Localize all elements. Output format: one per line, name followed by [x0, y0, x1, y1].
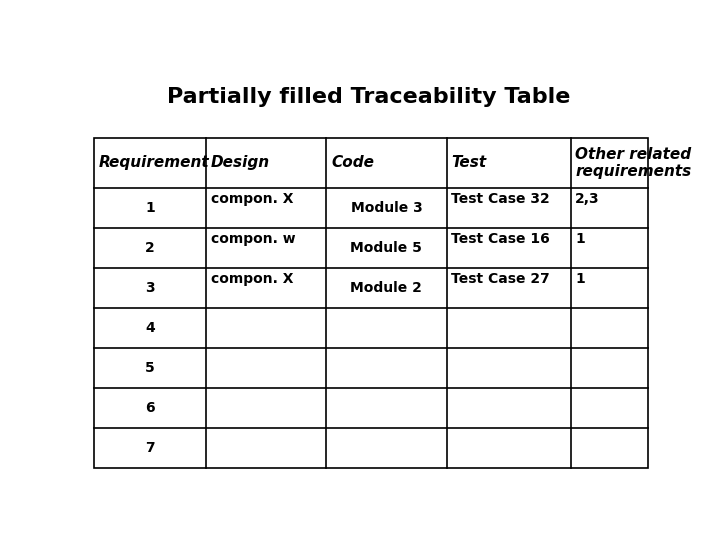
Text: 3: 3 — [145, 281, 155, 295]
Text: Requirement: Requirement — [99, 156, 209, 171]
Text: 7: 7 — [145, 441, 155, 455]
Text: Design: Design — [211, 156, 270, 171]
Text: Test Case 16: Test Case 16 — [451, 232, 550, 246]
Text: Test Case 27: Test Case 27 — [451, 272, 550, 286]
Text: 2: 2 — [145, 241, 155, 255]
Text: 1: 1 — [145, 201, 155, 215]
Text: Module 5: Module 5 — [351, 241, 423, 255]
Text: Test: Test — [451, 156, 486, 171]
Text: 4: 4 — [145, 321, 155, 335]
Text: compon. w: compon. w — [211, 232, 295, 246]
Text: Module 2: Module 2 — [351, 281, 423, 295]
Text: Other related
requirements: Other related requirements — [575, 147, 691, 179]
Text: 1: 1 — [575, 232, 585, 246]
Text: 6: 6 — [145, 401, 155, 415]
Text: 2,3: 2,3 — [575, 192, 600, 206]
Text: Test Case 32: Test Case 32 — [451, 192, 550, 206]
Text: compon. X: compon. X — [211, 192, 294, 206]
Text: Code: Code — [331, 156, 374, 171]
Text: 5: 5 — [145, 361, 155, 375]
Text: 1: 1 — [575, 272, 585, 286]
Text: compon. X: compon. X — [211, 272, 294, 286]
Text: Module 3: Module 3 — [351, 201, 423, 215]
Text: Partially filled Traceability Table: Partially filled Traceability Table — [167, 87, 571, 107]
